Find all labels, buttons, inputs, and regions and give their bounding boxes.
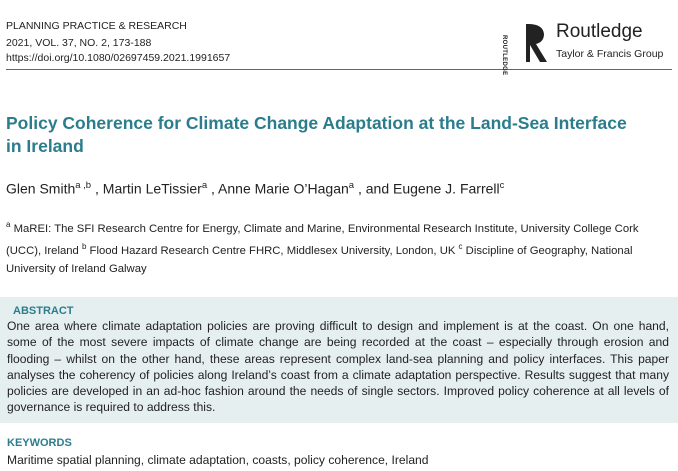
journal: PLANNING PRACTICE & RESEARCH <box>6 20 187 32</box>
affiliation-mark: a <box>6 220 11 229</box>
author-separator: , and <box>354 180 394 197</box>
doi[interactable]: https://doi.org/10.1080/02697459.2021.19… <box>6 52 231 64</box>
author-affiliation-mark: a ,b <box>75 180 92 191</box>
affiliations: a MaREI: The SFI Research Centre for Ene… <box>6 216 668 278</box>
abstract-box <box>0 297 678 423</box>
keywords-heading: KEYWORDS <box>7 437 72 449</box>
author-name[interactable]: Glen Smith <box>6 180 76 197</box>
affiliation-text: Discipline of Geography, National Univer… <box>6 244 633 275</box>
author-separator: , <box>91 180 103 197</box>
keywords-text: Maritime spatial planning, climate adapt… <box>7 453 429 467</box>
abstract-heading: ABSTRACT <box>13 305 74 317</box>
affiliation-mark: b <box>81 241 87 251</box>
author-affiliation-mark: c <box>499 180 505 191</box>
affiliation-text: MaREI: The SFI Research Centre for Energ… <box>6 222 639 257</box>
publisher-group: Taylor & Francis Group <box>556 48 664 60</box>
authors: Glen Smitha ,b , Martin LeTissiera , Ann… <box>6 180 504 197</box>
abstract-text: One area where climate adaptation polici… <box>7 319 669 415</box>
author-name[interactable]: Anne Marie O’Hagan <box>218 180 349 197</box>
author-affiliation-mark: a <box>348 180 355 191</box>
logo-text: ROUTLEDGE <box>501 35 507 76</box>
author-name[interactable]: Eugene J. Farrell <box>393 180 500 197</box>
author-name[interactable]: Martin LeTissier <box>102 180 202 197</box>
publisher-logo <box>516 20 547 64</box>
publisher-name: Routledge <box>556 21 643 42</box>
author-separator: , <box>207 180 219 197</box>
author-affiliation-mark: a <box>201 180 208 191</box>
citation: 2021, VOL. 37, NO. 2, 173-188 <box>6 37 152 49</box>
header-rule <box>6 69 672 70</box>
article-title: Policy Coherence for Climate Change Adap… <box>6 113 627 156</box>
affiliation-text: Flood Hazard Research Centre FHRC, Middl… <box>86 244 459 257</box>
affiliation-mark: c <box>458 241 463 251</box>
